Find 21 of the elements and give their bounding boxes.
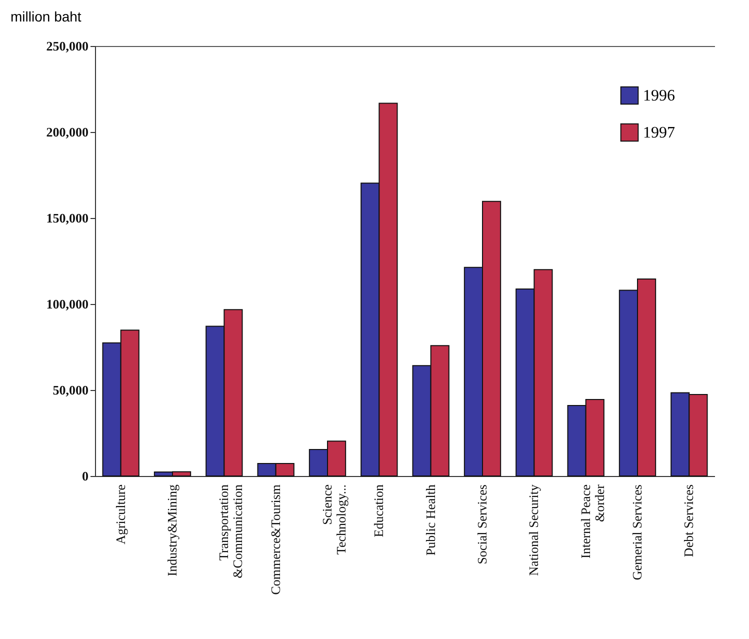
x-tick-label: Public Health xyxy=(422,484,438,556)
y-tick-label: 50,000 xyxy=(52,382,88,398)
x-tick-label: Science Technology... xyxy=(320,484,348,555)
x-tick-label: Gemerial Services xyxy=(630,484,644,580)
x-tick-label: Education xyxy=(371,484,386,538)
x-tick-label: Transportation &Communication xyxy=(216,484,246,578)
x-tick-label: Industry&Mining xyxy=(164,484,180,576)
y-axis-title: million baht xyxy=(10,8,82,24)
y-tick-label: 200,000 xyxy=(46,124,88,140)
x-tick-label: Social Services xyxy=(474,484,490,564)
x-tick-label: Debt Services xyxy=(681,484,696,558)
y-tick-label: 150,000 xyxy=(46,210,88,226)
legend-label: 1997 xyxy=(643,124,675,142)
y-tick-label: 0 xyxy=(82,468,88,484)
x-tick-label: National Security xyxy=(526,484,542,576)
x-tick-label: Agriculture xyxy=(112,484,128,544)
legend-label: 1996 xyxy=(643,88,675,104)
x-tick-label: Internal Peace &order xyxy=(578,484,607,558)
y-tick-label: 100,000 xyxy=(46,296,88,312)
x-tick-label: Commerce&Tourism xyxy=(268,484,283,595)
y-tick-label: 250,000 xyxy=(46,38,88,54)
